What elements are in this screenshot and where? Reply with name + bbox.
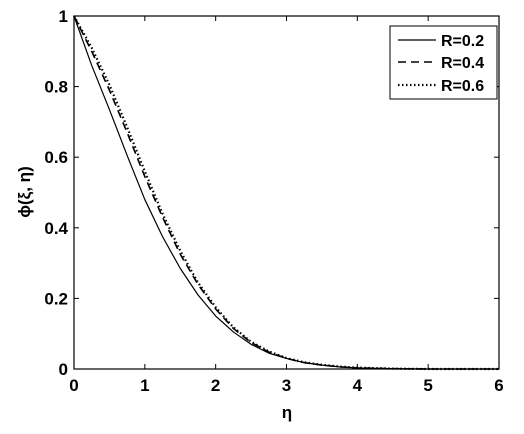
y-tick-label: 0 [59, 360, 68, 379]
series-lines [73, 15, 499, 371]
x-tick-label: 6 [494, 376, 503, 395]
legend: R=0.2 R=0.4 R=0.6 [389, 25, 498, 100]
x-tick-label: 5 [423, 376, 432, 395]
legend-label-r04: R=0.4 [441, 55, 484, 72]
y-tick-label: 0.8 [44, 78, 68, 97]
legend-box [389, 25, 498, 100]
legend-label-r02: R=0.2 [441, 33, 484, 50]
x-tick-label: 3 [282, 376, 291, 395]
legend-label-r06: R=0.6 [441, 78, 484, 95]
y-axis-label: ϕ(ξ, η) [15, 166, 34, 217]
y-tick-label: 0.4 [44, 219, 68, 238]
series-line-r-0-6 [73, 15, 499, 371]
y-tick-label: 0.6 [44, 148, 68, 167]
x-axis-label: η [282, 403, 292, 422]
x-tick-label: 0 [69, 376, 78, 395]
axis-ticks: 0 1 2 3 4 5 6 0 0.2 0.4 0.6 0.8 1 [44, 7, 503, 395]
x-tick-label: 1 [140, 376, 149, 395]
x-tick-label: 4 [353, 376, 363, 395]
y-tick-label: 0.2 [44, 289, 68, 308]
x-tick-label: 2 [211, 376, 220, 395]
y-tick-label: 1 [59, 7, 68, 26]
